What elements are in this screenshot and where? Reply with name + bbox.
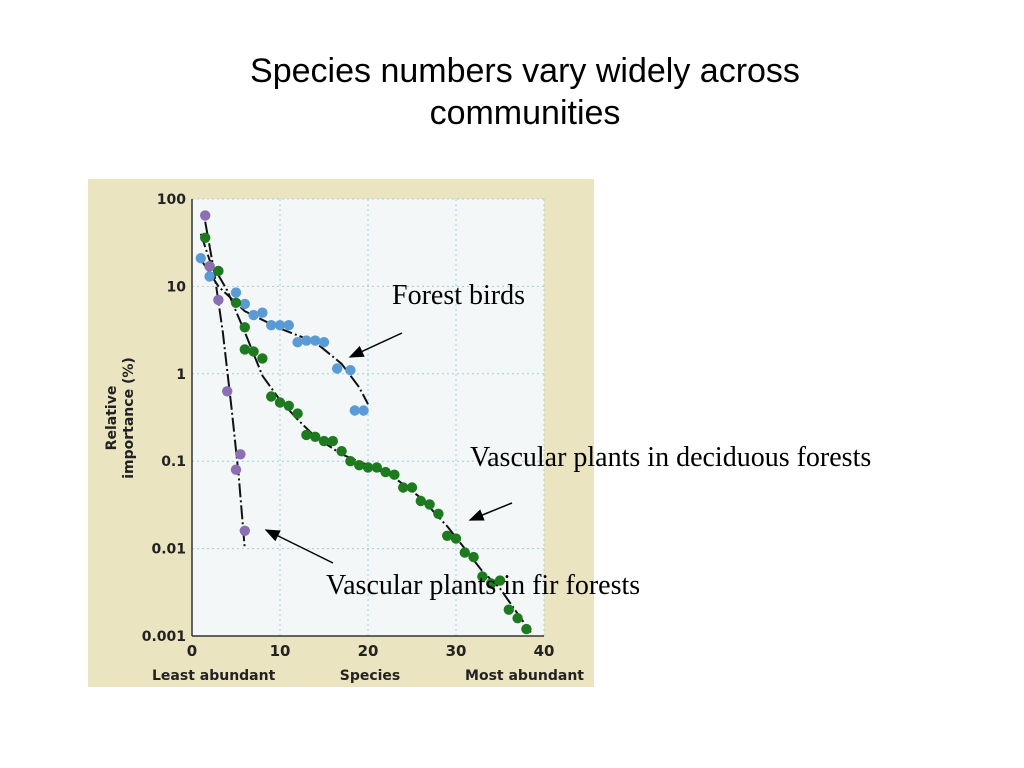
deciduous-point xyxy=(213,265,224,277)
y-tick-label: 0.001 xyxy=(142,629,186,645)
forest_birds-point xyxy=(248,309,259,321)
chart-panel: 0 10 20 30 40 100 10 1 0.1 0.01 0.001 Least abunda… xyxy=(88,179,594,687)
forest_birds-point xyxy=(195,253,206,264)
deciduous-point xyxy=(494,575,506,586)
deciduous-point xyxy=(362,462,374,473)
grid-lines xyxy=(192,198,545,636)
deciduous-point xyxy=(345,456,356,467)
slide-title: Species numbers vary widely across commu… xyxy=(250,52,800,132)
deciduous-point xyxy=(371,462,382,473)
y-tick-label: 0.01 xyxy=(151,542,186,558)
deciduous-point xyxy=(248,346,259,357)
forest_birds-point xyxy=(349,405,360,416)
tick-labels: 0 10 20 30 40 100 10 1 0.1 0.01 0.001 xyxy=(142,192,555,660)
deciduous-point xyxy=(503,604,514,615)
x-label-least-abundant: Least abundant xyxy=(152,668,276,684)
fir-point xyxy=(200,210,211,221)
fir-point xyxy=(239,525,250,536)
deciduous-point xyxy=(283,400,294,411)
forest_birds-trend-line xyxy=(198,255,369,405)
deciduous-point xyxy=(512,613,523,624)
deciduous-point xyxy=(327,435,338,447)
deciduous-point xyxy=(354,460,365,471)
fir-point xyxy=(213,294,224,306)
deciduous-point xyxy=(239,322,250,333)
y-tick-label: 0.1 xyxy=(161,454,186,470)
deciduous-point xyxy=(257,353,268,364)
x-tick-label: 40 xyxy=(534,642,555,660)
deciduous-point xyxy=(415,495,426,507)
y-tick-label: 100 xyxy=(157,192,186,208)
deciduous-point xyxy=(424,499,435,510)
x-tick-label: 30 xyxy=(446,642,467,660)
forest_birds-point xyxy=(310,335,321,346)
forest_birds-point xyxy=(358,405,369,416)
forest_birds-point xyxy=(266,320,277,331)
deciduous-point xyxy=(274,397,286,408)
deciduous-point xyxy=(433,508,444,519)
deciduous-point xyxy=(380,466,391,478)
forest_birds-point xyxy=(257,307,268,318)
deciduous-point xyxy=(477,571,488,582)
y-tick-label: 1 xyxy=(176,367,186,383)
plot-area xyxy=(192,199,544,636)
fir-point xyxy=(230,464,242,475)
x-tick-label: 10 xyxy=(270,642,291,660)
forest_birds-point xyxy=(292,337,303,348)
fir-point xyxy=(222,386,233,397)
data-points xyxy=(195,210,532,635)
deciduous-point xyxy=(310,431,321,442)
forest_birds-point xyxy=(301,335,312,346)
deciduous-point xyxy=(406,482,418,493)
x-tick-label: 20 xyxy=(358,642,379,660)
deciduous-point xyxy=(389,469,400,480)
deciduous-point xyxy=(230,297,242,308)
forest-birds-label: Forest birds xyxy=(392,280,525,311)
x-label-most-abundant: Most abundant xyxy=(465,668,584,684)
fir-point xyxy=(204,261,215,272)
forest_birds-point xyxy=(230,287,242,298)
deciduous-point xyxy=(200,232,211,243)
deciduous-point xyxy=(336,446,347,457)
deciduous-forests-label: Vascular plants in deciduous forests xyxy=(470,442,872,473)
deciduous-point xyxy=(468,551,479,563)
forest_birds-point xyxy=(332,363,343,374)
y-axis-label-line2: importance (%) xyxy=(121,357,137,479)
x-axis-label: Species xyxy=(340,668,401,684)
relative-importance-chart: 0 10 20 30 40 100 10 1 0.1 0.01 0.001 Least abunda… xyxy=(104,192,584,684)
deciduous-point xyxy=(521,623,532,635)
deciduous-point xyxy=(486,578,497,589)
deciduous-point xyxy=(292,408,303,419)
fir-point xyxy=(235,449,246,460)
forest_birds-point xyxy=(274,320,286,331)
deciduous-point xyxy=(450,533,462,544)
deciduous-point xyxy=(266,391,277,402)
fir-forests-label: Vascular plants in fir forests xyxy=(326,570,641,601)
y-tick-label: 10 xyxy=(167,279,187,295)
deciduous-point xyxy=(239,344,250,355)
deciduous-point xyxy=(301,429,312,441)
deciduous-point xyxy=(442,530,453,541)
deciduous-point xyxy=(459,547,470,558)
forest_birds-point xyxy=(318,337,330,348)
deciduous-point xyxy=(318,435,330,447)
y-axis-label-line1: Relative xyxy=(104,386,120,451)
fir-trend-line xyxy=(204,221,246,549)
deciduous-point xyxy=(398,482,409,493)
forest_birds-point xyxy=(283,320,294,331)
x-tick-label: 0 xyxy=(187,642,197,660)
forest_birds-point xyxy=(204,271,215,282)
forest_birds-point xyxy=(239,298,250,310)
forest_birds-point xyxy=(345,365,356,376)
